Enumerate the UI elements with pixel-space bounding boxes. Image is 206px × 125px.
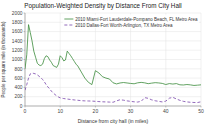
x-tick-label: 30 xyxy=(128,108,134,114)
series-line xyxy=(25,25,201,86)
lines xyxy=(25,25,201,103)
x-axis-line xyxy=(25,106,201,107)
grid-line-x xyxy=(201,13,202,106)
x-tick-label: 50 xyxy=(198,108,204,114)
y-tick-label: 200 xyxy=(14,94,22,99)
grid-line-y xyxy=(25,13,201,14)
y-tick-label: 2000 xyxy=(12,11,23,16)
chart: 0 10 20 30 40 50 0 200 400 600 800 1000 1200 1400 1600… xyxy=(0,0,206,125)
series-line xyxy=(25,73,201,103)
y-tick xyxy=(24,31,26,32)
grid-line-y xyxy=(25,40,201,41)
y-tick xyxy=(24,78,26,79)
y-tick-label: 1800 xyxy=(12,20,23,25)
y-tick-label: 1000 xyxy=(12,57,23,62)
y-axis-label: People per square mile (in thousands) xyxy=(1,21,6,98)
y-tick-label: 600 xyxy=(14,76,22,81)
x-tick-label: 20 xyxy=(93,108,99,114)
grid-line-y xyxy=(25,31,201,32)
legend-swatch xyxy=(64,19,73,20)
y-tick xyxy=(24,68,26,69)
grid-line-y xyxy=(25,87,201,88)
grid-line-x xyxy=(25,13,26,106)
y-tick xyxy=(24,40,26,41)
y-tick-label: 1600 xyxy=(12,29,23,34)
grid-line-y xyxy=(25,78,201,79)
legend-swatch xyxy=(64,25,73,26)
background xyxy=(0,0,206,125)
grid-line-y xyxy=(25,50,201,51)
grid-line-y xyxy=(25,106,201,107)
y-tick xyxy=(24,50,26,51)
y-tick xyxy=(24,96,26,97)
y-tick xyxy=(24,22,26,23)
y-tick-label: 800 xyxy=(14,67,22,72)
legend-background xyxy=(63,15,199,29)
grid xyxy=(25,13,201,106)
grid-line-x xyxy=(60,13,61,106)
grid-line-y xyxy=(25,59,201,60)
y-tick xyxy=(24,13,26,14)
grid-line-y xyxy=(25,68,201,69)
grid-line-y xyxy=(25,96,201,97)
y-tick-label: 1400 xyxy=(12,39,23,44)
y-tick-label: 1200 xyxy=(12,48,23,53)
y-tick-label: 0 xyxy=(20,104,23,109)
legend: 2010 Miami-Fort Lauderdale-Pompano Beach… xyxy=(63,15,199,29)
title: Population-Weighted Density by Distance … xyxy=(24,2,181,10)
y-tick xyxy=(24,87,26,88)
y-tick xyxy=(24,59,26,60)
y-tick-label: 400 xyxy=(14,85,22,90)
y-tick xyxy=(24,106,26,107)
x-tick-label: 40 xyxy=(163,108,169,114)
x-tick-label: 10 xyxy=(57,108,63,114)
ticks: 0 10 20 30 40 50 0 200 400 600 800 1000 1200 1400 1600… xyxy=(12,11,204,114)
x-axis-label: Distance from city hall (in miles) xyxy=(78,118,149,124)
legend-label: 2010 Dallas-Fort Worth-Arlington, TX Met… xyxy=(75,23,173,28)
y-axis-line xyxy=(25,13,26,106)
legend-label: 2010 Miami-Fort Lauderdale-Pompano Beach… xyxy=(75,17,198,22)
x-tick-label: 0 xyxy=(24,108,27,114)
